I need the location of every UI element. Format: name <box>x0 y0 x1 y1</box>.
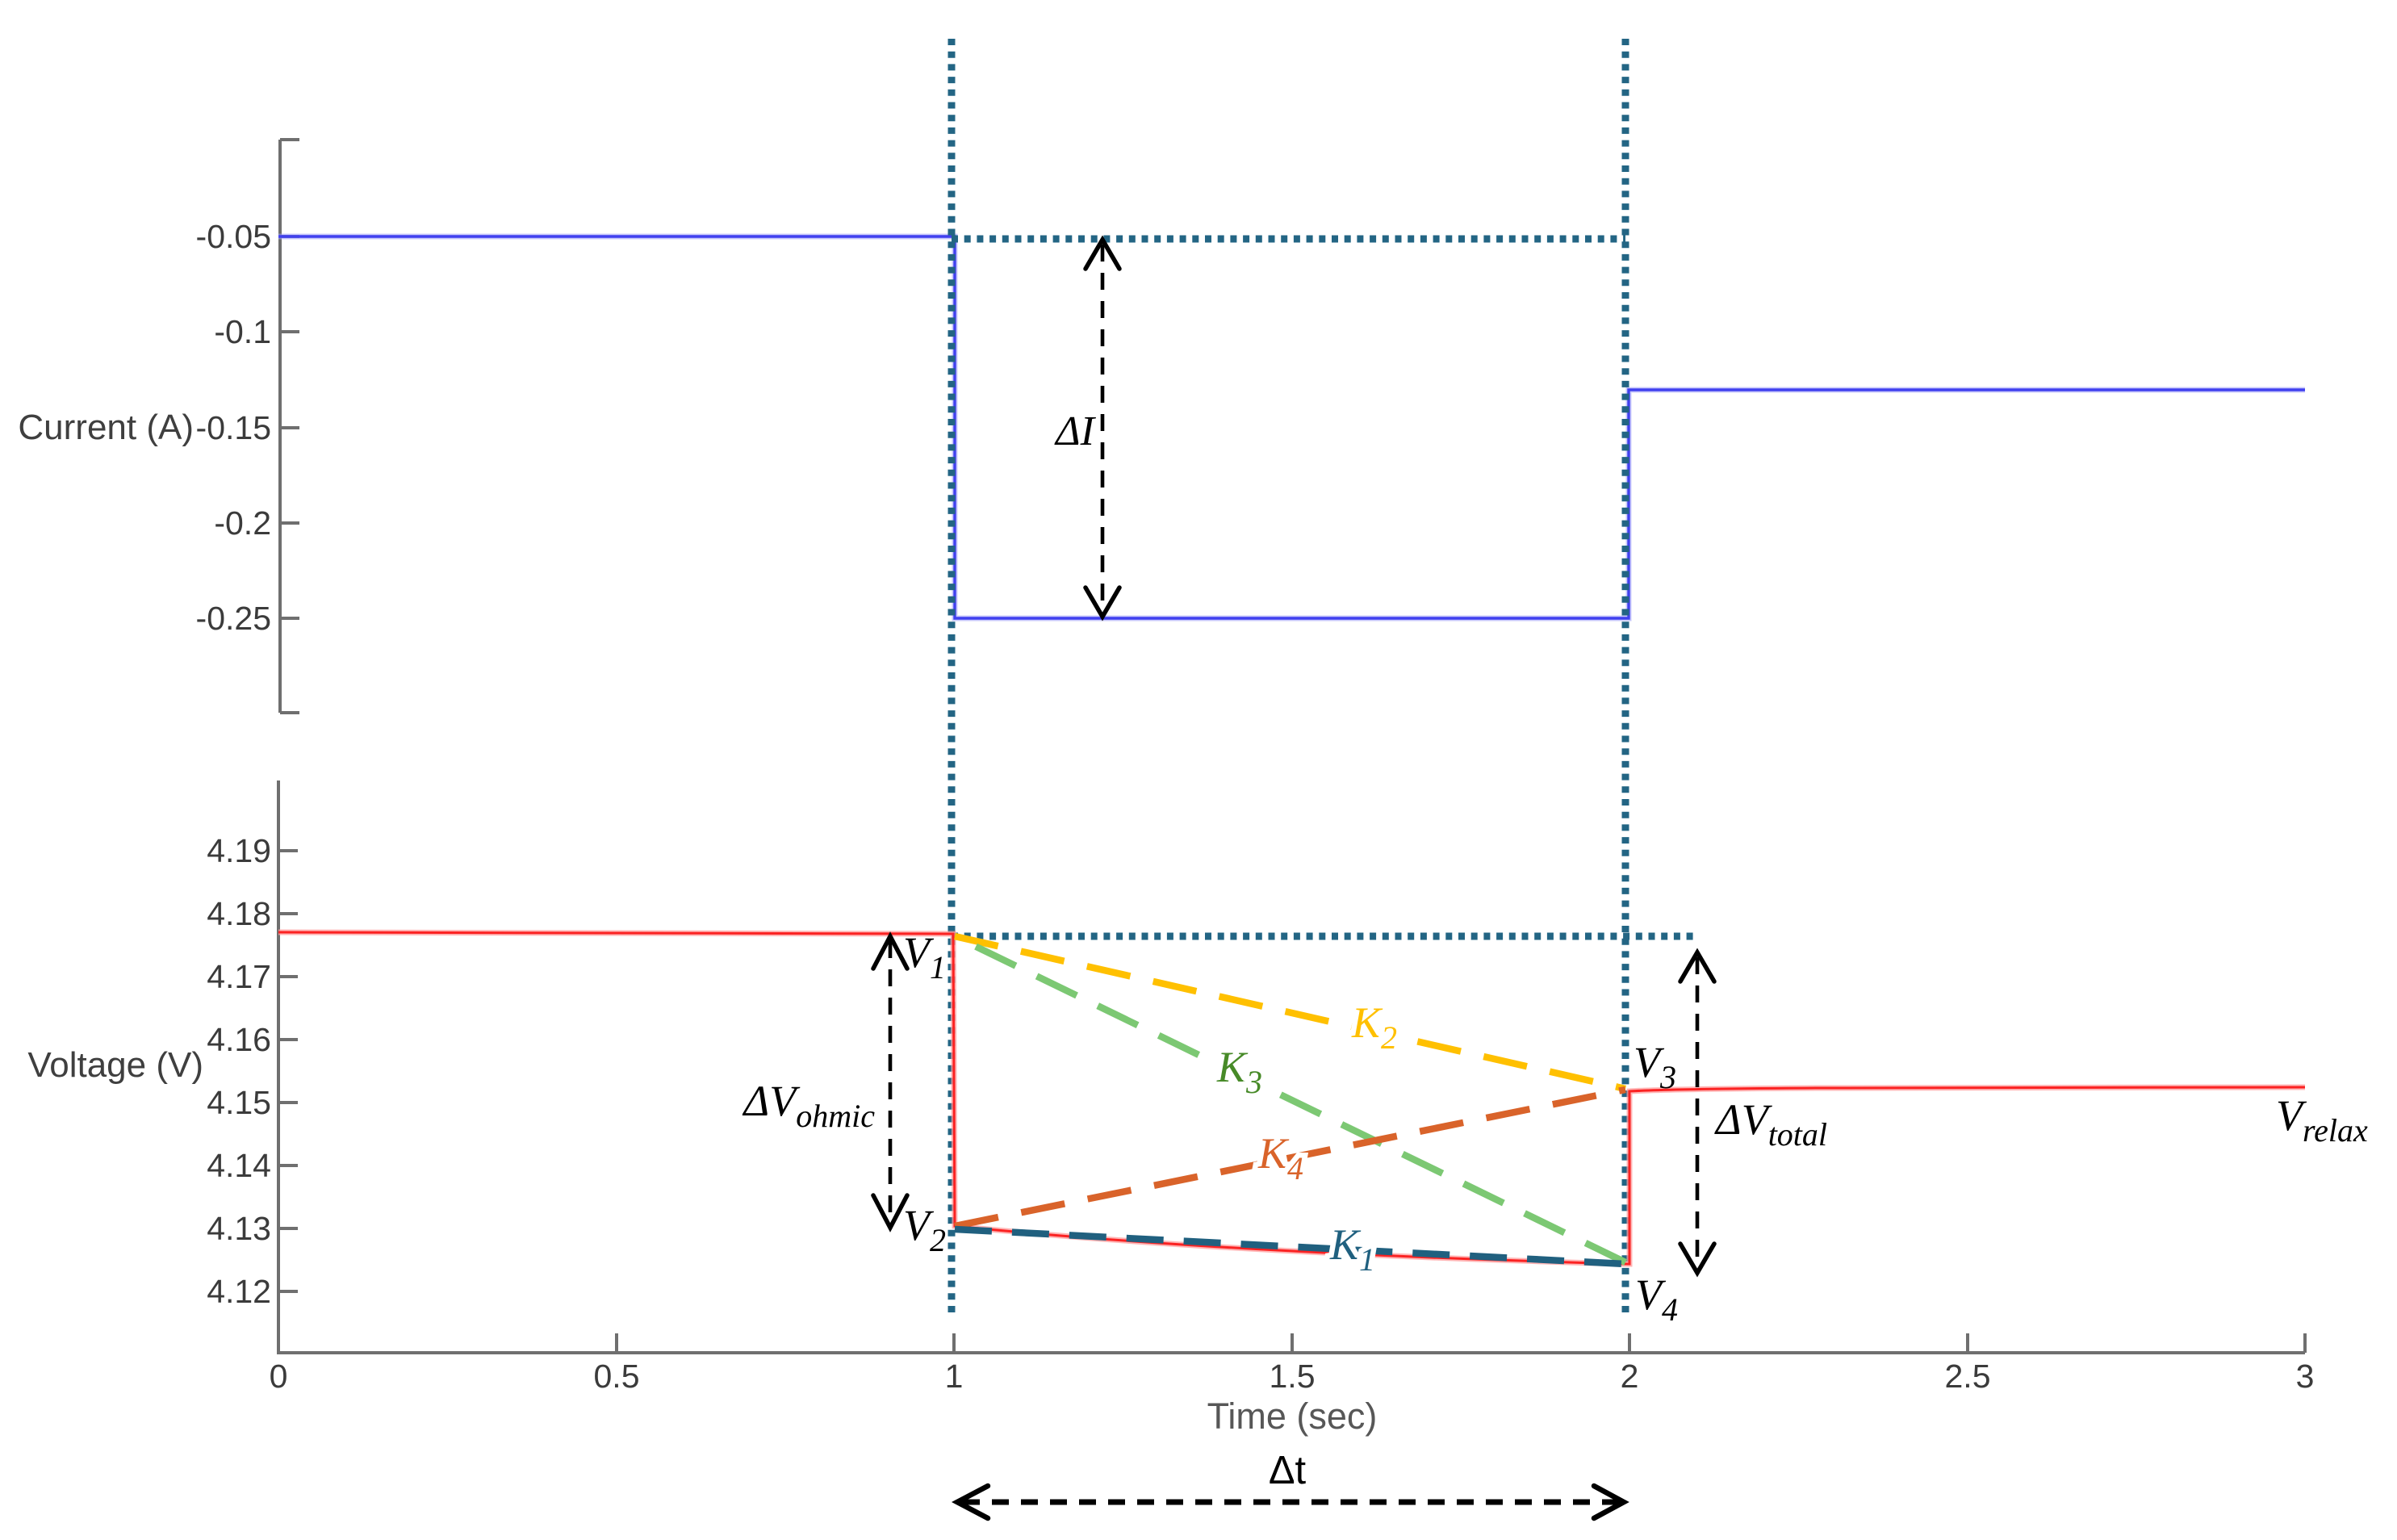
svg-text:-0.15: -0.15 <box>196 409 271 446</box>
svg-text:3: 3 <box>2296 1358 2315 1395</box>
svg-text:V4: V4 <box>1635 1270 1678 1328</box>
svg-text:2.5: 2.5 <box>1945 1358 1991 1395</box>
svg-text:4.16: 4.16 <box>207 1021 271 1058</box>
svg-text:Voltage (V): Voltage (V) <box>27 1045 203 1085</box>
svg-text:-0.25: -0.25 <box>196 600 271 637</box>
svg-text:Δt: Δt <box>1269 1449 1307 1492</box>
svg-text:4.12: 4.12 <box>207 1273 271 1310</box>
svg-text:V2: V2 <box>903 1201 946 1258</box>
svg-text:2: 2 <box>1621 1358 1639 1395</box>
svg-text:ΔI: ΔI <box>1054 408 1097 454</box>
svg-text:4.15: 4.15 <box>207 1084 271 1121</box>
svg-text:0: 0 <box>270 1358 288 1395</box>
svg-text:Current (A): Current (A) <box>18 408 194 447</box>
svg-text:1.5: 1.5 <box>1270 1358 1316 1395</box>
svg-text:-0.05: -0.05 <box>196 218 271 255</box>
svg-text:1: 1 <box>945 1358 964 1395</box>
svg-text:0.5: 0.5 <box>594 1358 640 1395</box>
svg-text:4.17: 4.17 <box>207 958 271 995</box>
svg-text:Time (sec): Time (sec) <box>1207 1396 1378 1437</box>
svg-text:-0.1: -0.1 <box>214 313 271 350</box>
svg-text:4.13: 4.13 <box>207 1210 271 1247</box>
svg-text:4.19: 4.19 <box>207 832 271 869</box>
svg-text:-0.2: -0.2 <box>214 504 271 542</box>
svg-text:4.14: 4.14 <box>207 1147 271 1184</box>
svg-text:4.18: 4.18 <box>207 895 271 932</box>
